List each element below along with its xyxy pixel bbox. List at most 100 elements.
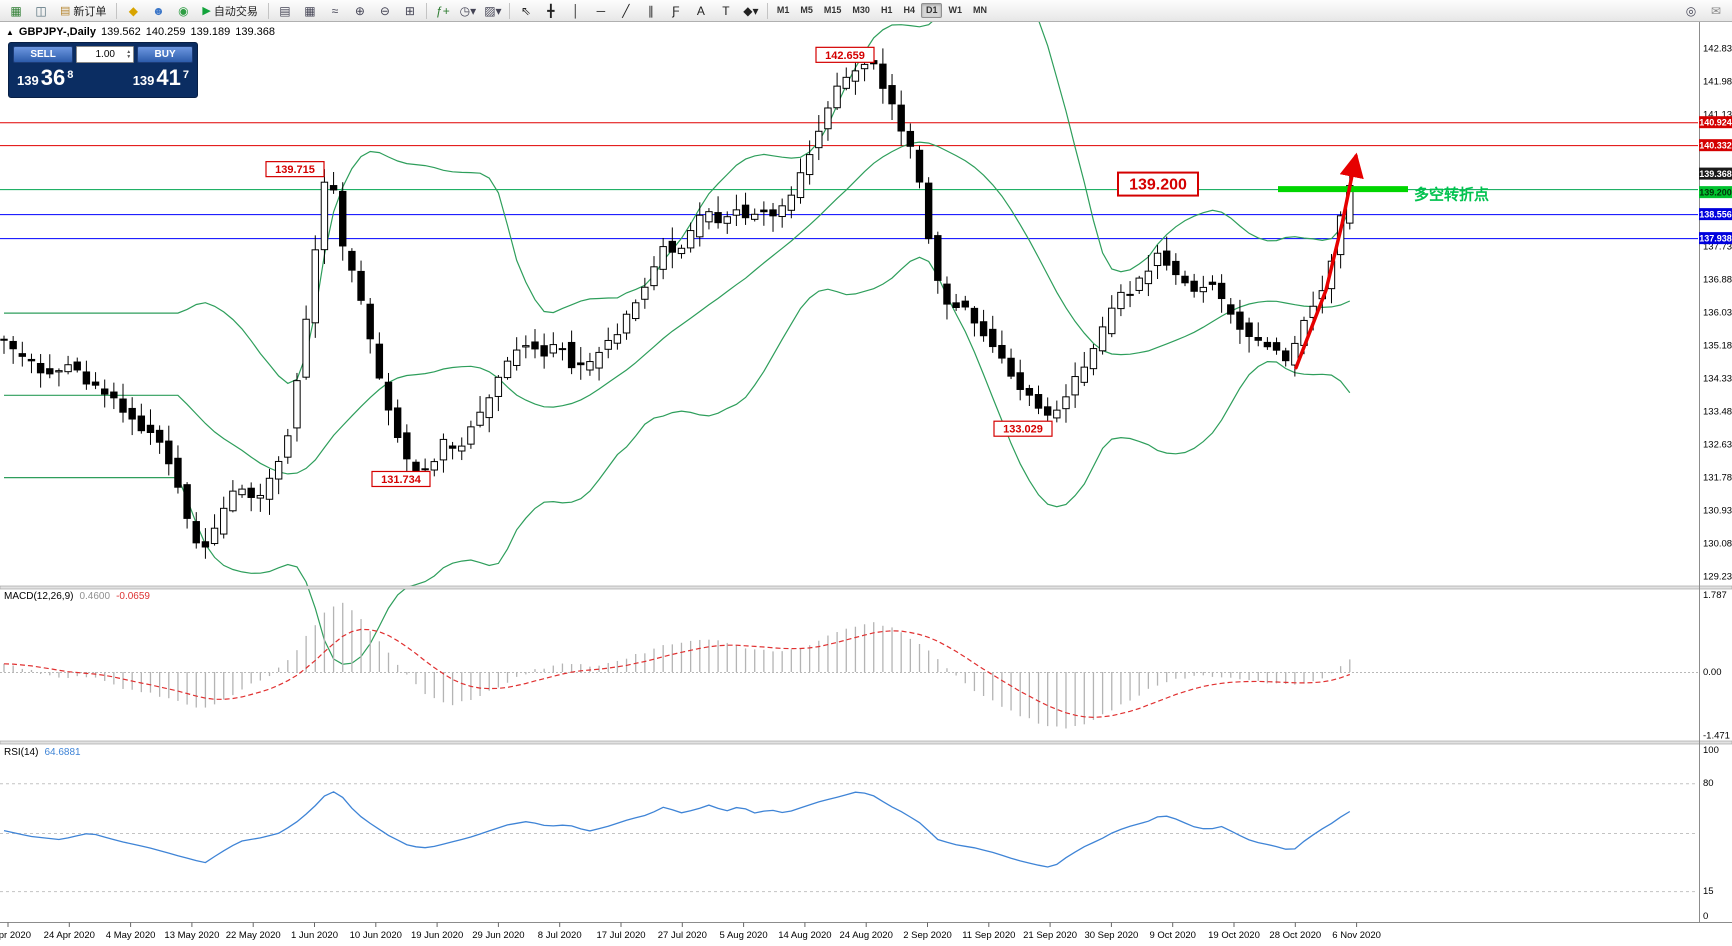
annotation-text: 139.715 <box>275 164 315 176</box>
new-order-button-label: 新订单 <box>73 5 107 18</box>
price-annotations[interactable]: 142.659 139.715 131.734 133.029 139.200 <box>265 46 1199 488</box>
timeframe-d1-button[interactable]: D1 <box>920 3 943 18</box>
candle-body <box>1025 387 1034 396</box>
crosshair-icon[interactable]: ╋ <box>547 3 555 18</box>
support-zone-segment[interactable] <box>1278 186 1408 193</box>
candle-body <box>1034 394 1043 409</box>
timeframe-w1-button[interactable]: W1 <box>948 5 962 15</box>
zoom-out-icon[interactable]: ⊖ <box>379 3 390 18</box>
candle-body <box>91 381 100 386</box>
trendline-icon[interactable]: ╱ <box>622 3 630 18</box>
macd-label: MACD(12,26,9) 0.4600 -0.0659 <box>4 591 150 602</box>
timeframe-m5-button[interactable]: M5 <box>800 5 813 15</box>
candle-body <box>183 484 191 519</box>
volume-spinner[interactable]: ▲ ▼ <box>126 48 132 60</box>
fibonacci-icon[interactable]: Ƒ <box>672 3 680 18</box>
candle-body <box>842 76 850 89</box>
vertical-line-icon[interactable]: │ <box>572 3 580 18</box>
line-chart-icon[interactable]: ≈ <box>331 3 339 18</box>
new-chart-icon[interactable]: ▦ <box>10 3 22 18</box>
timeframe-m1-button[interactable]: M1 <box>776 5 790 15</box>
candle-body <box>210 527 219 545</box>
buy-price: 139 41 7 <box>132 65 189 90</box>
price-badge-label: 137.938 <box>1699 234 1732 244</box>
bar-chart-icon[interactable]: ▤ <box>279 3 291 18</box>
collapse-triangle-icon[interactable]: ▲ <box>6 28 14 37</box>
shapes-icon[interactable]: ◆▾ <box>743 3 759 18</box>
channel-icon[interactable]: ∥ <box>647 3 654 18</box>
candle-body <box>485 397 493 419</box>
timeframe-h4-button[interactable]: H4 <box>903 5 915 15</box>
annotation-box <box>815 46 875 63</box>
price-badge <box>1699 186 1732 199</box>
tile-windows-icon[interactable]: ⊞ <box>404 3 415 18</box>
candle-body <box>549 344 557 354</box>
candle-body <box>641 286 649 300</box>
time-tick-label: 27 Jul 2020 <box>658 930 707 941</box>
indicators-icon[interactable]: ƒ+ <box>436 3 450 18</box>
candle-body <box>1272 342 1281 351</box>
candle-body <box>101 388 109 395</box>
cursor-icon[interactable]: ⇖ <box>520 3 531 18</box>
cn-note-text[interactable]: 多空转折点 <box>1414 186 1489 204</box>
chat-icon[interactable]: ✉ <box>1710 3 1722 18</box>
candle-body <box>531 341 539 350</box>
text-icon[interactable]: A <box>696 3 705 18</box>
buy-button[interactable]: BUY <box>137 46 193 63</box>
candle-body <box>1062 396 1070 410</box>
volume-input[interactable]: 1.00 ▲ ▼ <box>76 46 135 63</box>
chart-profiles-icon[interactable]: ◫ <box>35 3 47 18</box>
horizontal-level-lines[interactable] <box>0 122 1698 240</box>
candle-body <box>1227 304 1235 315</box>
toolbar-separator <box>425 2 427 19</box>
market-icon[interactable]: ◉ <box>178 3 189 18</box>
horizontal-line-icon[interactable]: ─ <box>596 3 606 18</box>
search-icon[interactable]: ◎ <box>1685 3 1697 18</box>
candle-body <box>705 211 713 223</box>
timeframe-h1-button[interactable]: H1 <box>880 5 893 15</box>
candle-body <box>1236 311 1244 330</box>
community-icon[interactable]: ☻ <box>152 3 165 18</box>
candlestick-chart-icon[interactable]: ▦ <box>304 3 316 18</box>
time-axis[interactable]: 5 Apr 2020 24 Apr 2020 4 May 2020 13 May 20… <box>0 922 1381 942</box>
annotation-box <box>265 161 325 178</box>
candle-body <box>778 205 786 218</box>
timeframe-mn-button[interactable]: MN <box>972 5 987 15</box>
candle-body <box>247 487 255 498</box>
sell-button[interactable]: SELL <box>13 46 74 63</box>
mql5-icon[interactable]: ◆ <box>128 3 139 18</box>
macd-rsi-divider[interactable] <box>0 740 1732 745</box>
time-tick-label: 2 Sep 2020 <box>903 930 952 941</box>
autotrade-button[interactable]: ▶ 自动交易 <box>196 1 263 21</box>
price-tick-label: 141.985 <box>1703 77 1732 88</box>
main-macd-divider[interactable] <box>0 585 1732 590</box>
rsi-axis-label: 100 <box>1703 745 1719 756</box>
time-tick-label: 1 Jun 2020 <box>291 930 338 941</box>
templates-icon[interactable]: ▨▾ <box>484 3 502 18</box>
price-tick-label: 136.885 <box>1703 275 1732 286</box>
label-icon[interactable]: T <box>722 3 730 18</box>
trend-arrow[interactable] <box>1294 152 1364 370</box>
time-tick-label: 11 Sep 2020 <box>962 930 1015 941</box>
candle-body <box>833 85 841 109</box>
candle-body <box>540 345 548 357</box>
annotation-box <box>1117 171 1199 197</box>
candle-body <box>1117 291 1125 310</box>
candle-body <box>723 216 731 224</box>
periods-icon[interactable]: ◷▾ <box>459 3 477 18</box>
price-axis[interactable]: 142.835 141.985 141.135 137.735 136.885 136.0… <box>1699 44 1732 923</box>
candle-body <box>1162 250 1171 266</box>
candle-body <box>595 351 603 369</box>
new-order-icon: ▤ <box>60 5 71 17</box>
zoom-in-icon[interactable]: ⊕ <box>354 3 365 18</box>
candle-body <box>686 230 695 249</box>
candle-body <box>824 107 832 130</box>
timeframe-m30-button[interactable]: M30 <box>852 5 870 15</box>
timeframe-m15-button[interactable]: M15 <box>823 5 842 15</box>
rsi-panel <box>0 783 1698 893</box>
candle-body <box>229 490 237 512</box>
candle-body <box>714 212 722 224</box>
new-order-button[interactable]: ▤ 新订单 <box>54 1 112 21</box>
candle-body <box>1181 275 1189 284</box>
